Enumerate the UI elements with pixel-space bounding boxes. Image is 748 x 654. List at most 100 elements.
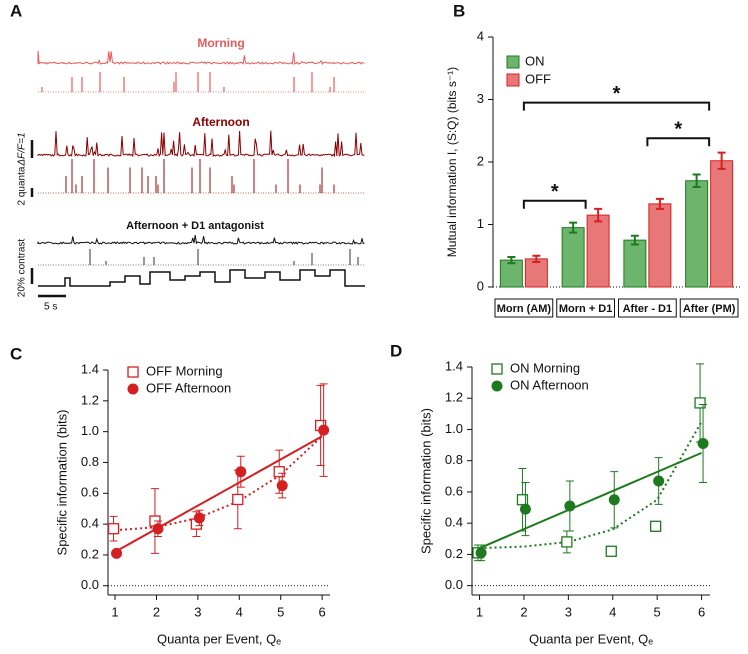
significance-mark: *: [674, 119, 682, 141]
x-tick-label: 4: [609, 604, 616, 619]
point: [475, 547, 487, 559]
scale-label: 2 quanta: [17, 166, 28, 205]
y-axis-label: Mutual information I, (S:Q) (bits s⁻¹): [445, 67, 459, 257]
significance-mark: *: [613, 83, 621, 105]
y-tick-label: 0.4: [445, 515, 463, 530]
trace: [37, 51, 365, 66]
y-tick-label: 1.0: [81, 423, 99, 438]
y-tick-label: 0: [477, 278, 484, 293]
y-tick-label: 1.0: [445, 421, 463, 436]
y-tick-label: 4: [477, 28, 484, 43]
point: [564, 500, 576, 512]
panel-letter: A: [10, 1, 22, 20]
y-tick-label: 0.2: [445, 546, 463, 561]
y-tick-label: 2: [477, 153, 484, 168]
y-tick-label: 0.0: [445, 577, 463, 592]
x-tick-label: 3: [194, 604, 201, 619]
x-tick-label: 2: [520, 604, 527, 619]
y-tick-label: 1.4: [81, 361, 99, 376]
bar: [586, 214, 610, 288]
category-box: [494, 298, 554, 318]
error-bar: [655, 197, 664, 210]
fit-line: [479, 451, 702, 550]
legend-label: ON Afternoon: [510, 377, 589, 392]
legend-swatch: [506, 73, 520, 87]
point: [127, 383, 139, 395]
legend-swatch: [506, 55, 520, 69]
bar: [524, 258, 548, 288]
x-axis-label: Quanta per Event, Qₑ: [529, 631, 653, 646]
x-tick-label: 1: [476, 604, 483, 619]
legend-label: ON: [525, 53, 545, 68]
y-tick-label: 0.0: [81, 577, 99, 592]
bar: [710, 160, 734, 288]
point: [653, 475, 665, 487]
y-tick-label: 1.2: [445, 390, 463, 405]
error-bar: [717, 151, 726, 170]
y-tick-label: 0.8: [445, 452, 463, 467]
y-axis-label: Specific information (bits): [418, 408, 433, 554]
y-tick-label: 1: [477, 216, 484, 231]
y-tick-label: 0.6: [81, 485, 99, 500]
x-axis-label: Quanta per Event, Qₑ: [157, 631, 281, 646]
scale-label: ΔF/F=1: [17, 132, 28, 166]
error-bar: [594, 207, 603, 223]
legend-label: OFF: [525, 71, 551, 86]
fit-line: [479, 421, 703, 550]
x-tick-label: 2: [153, 604, 160, 619]
fit-line: [114, 435, 323, 553]
significance-bracket: [522, 101, 711, 111]
point: [318, 424, 330, 436]
point: [107, 523, 120, 535]
point: [127, 366, 139, 378]
x-tick-label: 3: [565, 604, 572, 619]
stimulus: [38, 269, 365, 287]
bar: [648, 203, 672, 288]
y-tick-label: 0.8: [81, 454, 99, 469]
point: [232, 493, 244, 506]
legend-label: OFF Morning: [146, 363, 223, 378]
category-box: [679, 298, 739, 318]
panel-letter: C: [10, 344, 22, 363]
x-tick-label: Morn (AM): [497, 303, 552, 315]
x-tick-label: 4: [236, 604, 243, 619]
point: [697, 438, 709, 450]
bar: [561, 227, 585, 288]
y-tick-label: 1.2: [81, 392, 99, 407]
error-bar: [569, 221, 578, 234]
point: [235, 466, 247, 478]
significance-mark: *: [551, 181, 559, 203]
scale-label: 20% contrast: [17, 239, 28, 298]
trace: [37, 130, 365, 158]
category-box: [556, 298, 615, 318]
x-tick-label: 5: [277, 604, 284, 619]
point: [561, 536, 573, 548]
error-bar: [532, 254, 541, 263]
scale-label: 5 s: [44, 302, 57, 313]
trace-title: Afternoon + D1 antagonist: [126, 220, 264, 232]
y-tick-label: 0.4: [81, 516, 99, 531]
bar: [623, 239, 647, 288]
point: [111, 547, 123, 559]
significance-bracket: [522, 199, 587, 209]
point: [694, 397, 706, 409]
point: [152, 523, 164, 535]
panel-letter: D: [390, 341, 402, 360]
y-tick-label: 1.4: [445, 358, 463, 373]
x-tick-label: 6: [698, 604, 705, 619]
trace-title: Morning: [197, 36, 244, 50]
y-tick-label: 3: [477, 91, 484, 106]
point: [273, 466, 285, 478]
legend-label: ON Morning: [510, 360, 580, 375]
panel-letter: B: [453, 1, 465, 20]
y-tick-label: 0.2: [81, 546, 99, 561]
point: [519, 503, 531, 515]
significance-bracket: [646, 137, 711, 147]
point: [193, 512, 205, 524]
x-tick-label: After (PM): [683, 303, 736, 315]
x-tick-label: 1: [111, 604, 118, 619]
point: [650, 520, 662, 532]
point: [608, 494, 620, 506]
point: [605, 545, 617, 557]
